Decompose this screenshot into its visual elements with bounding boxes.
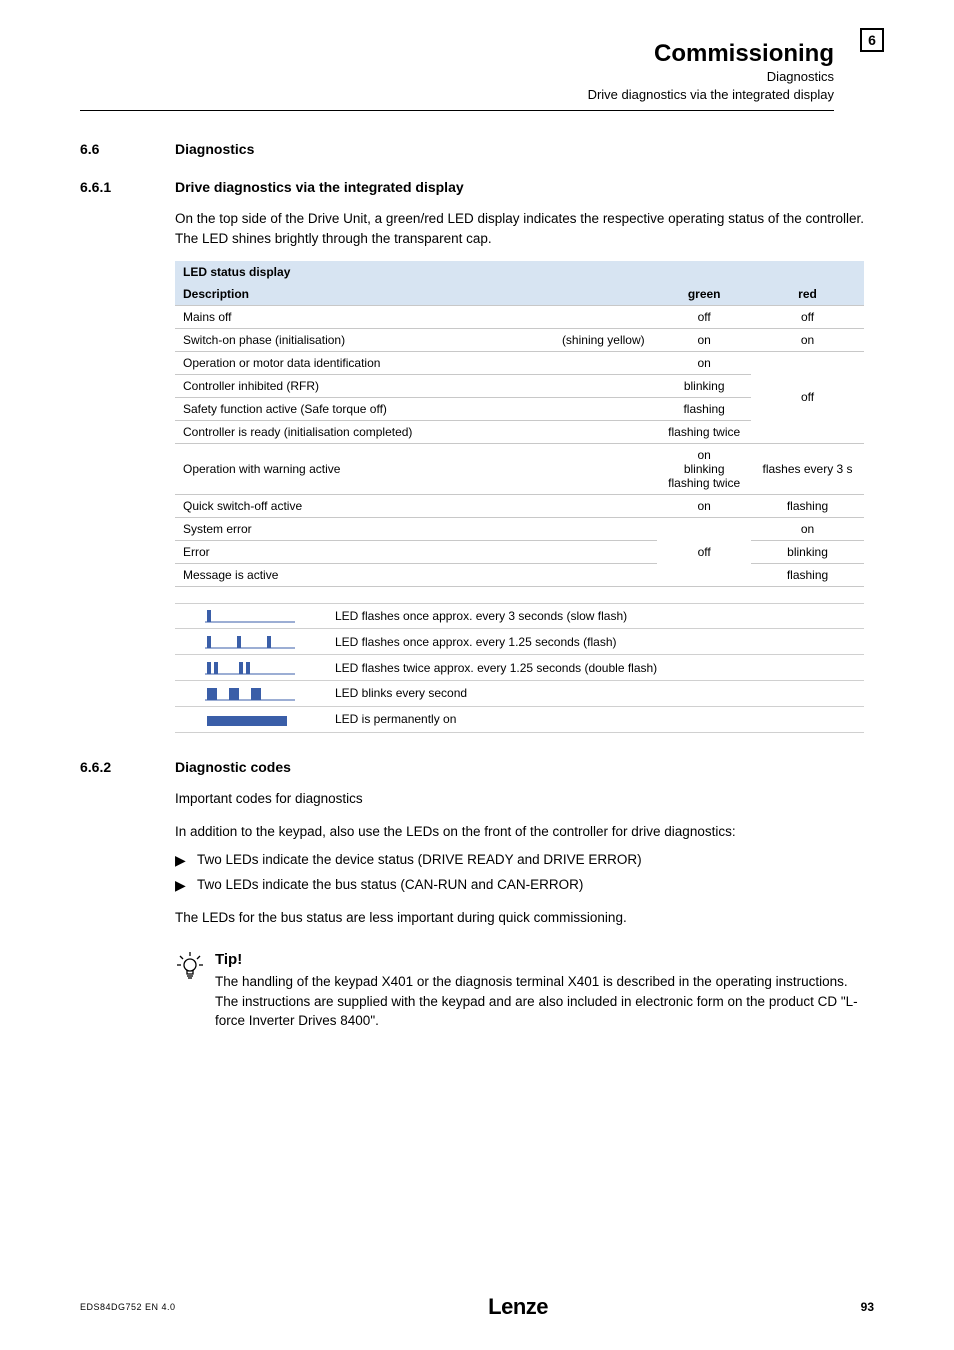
section-6-6-1: 6.6.1 Drive diagnostics via the integrat… (80, 179, 874, 195)
bullet-icon: ▶ (175, 877, 197, 894)
table-cell: Controller inhibited (RFR) (175, 374, 554, 397)
table-cell: Mains off (175, 305, 554, 328)
pattern-icon-flash (175, 629, 325, 655)
header-rule (80, 110, 834, 111)
bullet-list: ▶ Two LEDs indicate the device status (D… (175, 852, 874, 894)
intro-text: In addition to the keypad, also use the … (175, 822, 864, 842)
tip-block: Tip! The handling of the keypad X401 or … (175, 951, 874, 1031)
table-cell: (shining yellow) (554, 328, 657, 351)
col-green: green (657, 283, 751, 306)
lightbulb-icon (175, 951, 215, 1031)
pattern-text: LED flashes once approx. every 3 seconds… (325, 603, 864, 629)
table-cell: off (751, 351, 864, 443)
table-cell: flashing (751, 494, 864, 517)
chapter-badge: 6 (860, 28, 884, 52)
table-cell: off (751, 305, 864, 328)
table-cell (554, 517, 657, 540)
pattern-icon-on (175, 706, 325, 732)
table-cell: on (657, 328, 751, 351)
table-cell (554, 420, 657, 443)
section-num: 6.6.1 (80, 179, 175, 195)
table-cell: Error (175, 540, 554, 563)
pattern-text: LED blinks every second (325, 680, 864, 706)
table-cell: flashing (657, 397, 751, 420)
bullet-text: Two LEDs indicate the bus status (CAN-RU… (197, 877, 583, 892)
section-title: Diagnostics (175, 141, 254, 157)
bullet-icon: ▶ (175, 852, 197, 869)
pattern-text: LED is permanently on (325, 706, 864, 732)
header-sub1: Diagnostics (80, 68, 834, 86)
table-cell (554, 397, 657, 420)
table-cell (554, 540, 657, 563)
sub-heading: Important codes for diagnostics (175, 789, 864, 809)
table-cell: Operation or motor data identification (175, 351, 554, 374)
table-cell (554, 563, 657, 586)
header-sub2: Drive diagnostics via the integrated dis… (80, 86, 834, 104)
table-cell: Operation with warning active (175, 443, 554, 494)
table-cell: blinking (751, 540, 864, 563)
lenze-logo: Lenze (488, 1294, 548, 1319)
table-cell: on blinking flashing twice (657, 443, 751, 494)
table-cell: on (751, 328, 864, 351)
pattern-text: LED flashes twice approx. every 1.25 sec… (325, 655, 864, 681)
table-cell: off (657, 305, 751, 328)
table-caption: LED status display (175, 261, 864, 283)
table-cell: Controller is ready (initialisation comp… (175, 420, 554, 443)
page-footer: EDS84DG752 EN 4.0 Lenze 93 (80, 1294, 874, 1320)
col-red: red (751, 283, 864, 306)
tip-text: The handling of the keypad X401 or the d… (215, 972, 874, 1031)
table-cell: on (657, 494, 751, 517)
intro-text: On the top side of the Drive Unit, a gre… (175, 209, 864, 248)
table-cell: Safety function active (Safe torque off) (175, 397, 554, 420)
pattern-icon-slow (175, 603, 325, 629)
list-item: ▶ Two LEDs indicate the bus status (CAN-… (175, 877, 874, 894)
footer-docid: EDS84DG752 EN 4.0 (80, 1302, 176, 1312)
table-cell (554, 374, 657, 397)
table-cell: flashing (751, 563, 864, 586)
bullet-text: Two LEDs indicate the device status (DRI… (197, 852, 642, 867)
pattern-icon-double (175, 655, 325, 681)
led-status-table: LED status display Description green red… (175, 261, 864, 587)
table-cell (554, 305, 657, 328)
table-cell: flashing twice (657, 420, 751, 443)
section-num: 6.6.2 (80, 759, 175, 775)
section-title: Diagnostic codes (175, 759, 291, 775)
table-cell: off (657, 517, 751, 586)
table-cell (554, 443, 657, 494)
section-6-6-2: 6.6.2 Diagnostic codes (80, 759, 874, 775)
section-6-6: 6.6 Diagnostics (80, 141, 874, 157)
table-cell: Quick switch-off active (175, 494, 554, 517)
led-pattern-table: LED flashes once approx. every 3 seconds… (175, 603, 864, 733)
page-number: 93 (861, 1300, 874, 1314)
table-cell: flashes every 3 s (751, 443, 864, 494)
table-cell: System error (175, 517, 554, 540)
pattern-icon-blink (175, 680, 325, 706)
table-cell: on (751, 517, 864, 540)
table-cell (554, 351, 657, 374)
table-cell: Message is active (175, 563, 554, 586)
tip-heading: Tip! (215, 951, 874, 968)
table-cell: Switch-on phase (initialisation) (175, 328, 554, 351)
page-header: Commissioning Diagnostics Drive diagnost… (80, 40, 874, 111)
table-cell: blinking (657, 374, 751, 397)
list-item: ▶ Two LEDs indicate the device status (D… (175, 852, 874, 869)
col-description: Description (175, 283, 657, 306)
section-num: 6.6 (80, 141, 175, 157)
table-cell (554, 494, 657, 517)
table-cell: on (657, 351, 751, 374)
section-title: Drive diagnostics via the integrated dis… (175, 179, 464, 195)
outro-text: The LEDs for the bus status are less imp… (175, 908, 864, 928)
header-title: Commissioning (80, 40, 834, 68)
pattern-text: LED flashes once approx. every 1.25 seco… (325, 629, 864, 655)
